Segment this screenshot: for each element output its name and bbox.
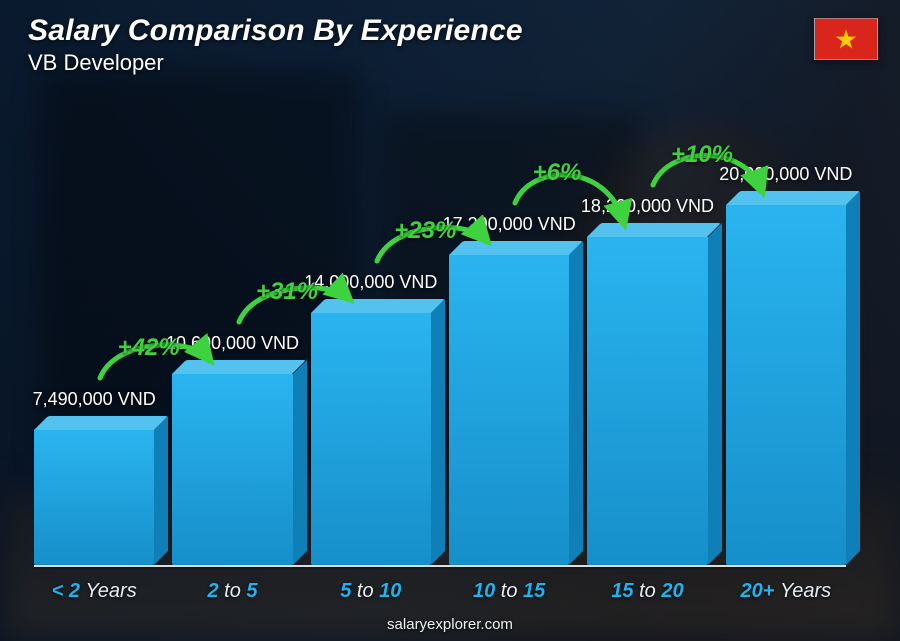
bar-column: 10,600,000 VND [172, 105, 292, 565]
bar [311, 299, 431, 565]
bar [587, 223, 707, 565]
category-label: 15 to 20 [587, 580, 707, 603]
x-axis-line [34, 565, 846, 567]
bar-column: 20,000,000 VND [726, 105, 846, 565]
title-block: Salary Comparison By Experience VB Devel… [28, 14, 523, 76]
footer-attribution: salaryexplorer.com [0, 616, 900, 633]
category-label: 5 to 10 [311, 580, 431, 603]
bar [172, 360, 292, 565]
chart-stage: Salary Comparison By Experience VB Devel… [0, 0, 900, 641]
category-label: 20+ Years [726, 580, 846, 603]
category-label: 10 to 15 [449, 580, 569, 603]
category-label: < 2 Years [34, 580, 154, 603]
bar-column: 17,200,000 VND [449, 105, 569, 565]
bar-column: 14,000,000 VND [311, 105, 431, 565]
bar-value-label: 17,200,000 VND [401, 214, 618, 235]
flag-vietnam-icon [814, 18, 878, 60]
category-label: 2 to 5 [172, 580, 292, 603]
bar-value-label: 14,000,000 VND [263, 272, 480, 293]
bar [34, 416, 154, 565]
chart-subtitle: VB Developer [28, 50, 523, 76]
category-row: < 2 Years 2 to 5 5 to 10 10 to 15 15 to 20 20… [34, 580, 846, 603]
bar-chart: 7,490,000 VND10,600,000 VND14,000,000 VN… [34, 105, 846, 565]
bar-value-label: 10,600,000 VND [124, 333, 341, 354]
bar-value-label: 18,200,000 VND [539, 196, 756, 217]
chart-title: Salary Comparison By Experience [28, 14, 523, 48]
bar-value-label: 20,000,000 VND [678, 164, 895, 185]
bar [449, 241, 569, 565]
bar [726, 191, 846, 565]
